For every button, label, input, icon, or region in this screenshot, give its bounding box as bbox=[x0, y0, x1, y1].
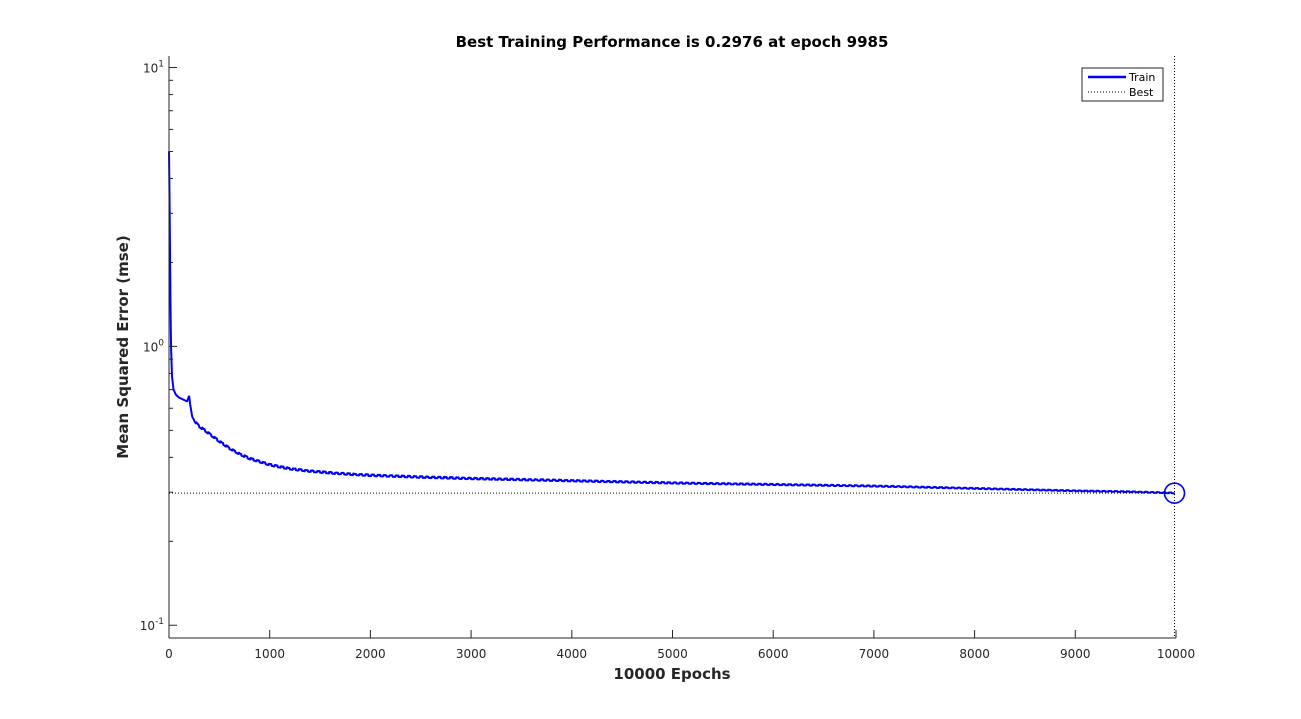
y-tick-base: 10 bbox=[140, 619, 155, 633]
x-tick-label: 5000 bbox=[657, 647, 688, 661]
y-axis-label: Mean Squared Error (mse) bbox=[114, 235, 132, 458]
legend-box bbox=[1081, 67, 1164, 102]
best-point-marker bbox=[1163, 482, 1186, 504]
y-tick-exponent: 1 bbox=[158, 60, 164, 70]
y-tick-base: 10 bbox=[143, 340, 158, 354]
x-tick-label: 7000 bbox=[859, 647, 890, 661]
x-ticks: 0 1000 2000 3000 4000 5000 6000 7000 8000 9000 100… bbox=[165, 630, 1195, 661]
x-tick-label: 1000 bbox=[254, 647, 285, 661]
legend: Train Best bbox=[1081, 67, 1164, 102]
axes bbox=[168, 56, 1176, 639]
x-tick-label: 9000 bbox=[1060, 647, 1091, 661]
y-tick-base: 10 bbox=[143, 62, 158, 76]
x-tick-label: 2000 bbox=[355, 647, 386, 661]
x-axis-label: 10000 Epochs bbox=[613, 665, 730, 683]
train-series-line bbox=[168, 151, 1176, 495]
x-tick-label: 8000 bbox=[959, 647, 990, 661]
y-tick-label: 101 bbox=[143, 60, 164, 76]
x-tick-label: 3000 bbox=[456, 647, 487, 661]
legend-train-label: Train bbox=[1128, 71, 1155, 84]
y-tick-exponent: 0 bbox=[158, 338, 164, 348]
legend-best-label: Best bbox=[1129, 86, 1154, 99]
y-tick-exponent: -1 bbox=[155, 617, 164, 627]
chart-title: Best Training Performance is 0.2976 at e… bbox=[456, 33, 889, 51]
x-tick-label: 0 bbox=[165, 647, 173, 661]
plot-area bbox=[168, 56, 1186, 638]
y-tick-label: 10-1 bbox=[140, 617, 164, 633]
x-tick-label: 6000 bbox=[758, 647, 789, 661]
x-tick-label: 4000 bbox=[557, 647, 588, 661]
x-tick-label: 10000 bbox=[1157, 647, 1195, 661]
y-tick-label: 100 bbox=[143, 338, 164, 354]
